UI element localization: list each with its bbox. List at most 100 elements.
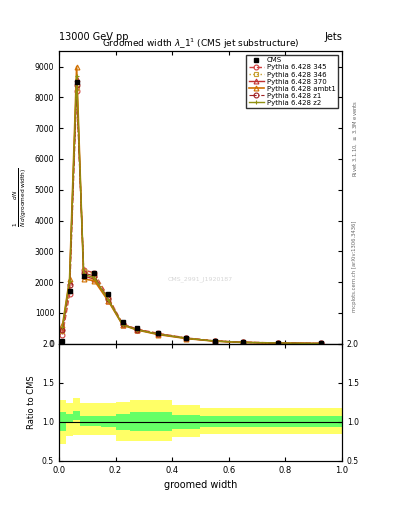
- Text: mcplots.cern.ch [arXiv:1306.3436]: mcplots.cern.ch [arXiv:1306.3436]: [352, 221, 357, 312]
- Pythia 6.428 z1: [60, 327, 65, 333]
- Pythia 6.428 z2: [241, 339, 245, 346]
- Pythia 6.428 346: [184, 335, 189, 341]
- CMS: [156, 330, 160, 336]
- Pythia 6.428 345: [212, 338, 217, 344]
- Pythia 6.428 370: [60, 325, 65, 331]
- Pythia 6.428 345: [120, 321, 125, 327]
- CMS: [134, 325, 139, 331]
- Pythia 6.428 345: [318, 340, 323, 347]
- Pythia 6.428 345: [92, 270, 97, 276]
- Pythia 6.428 ambt1: [212, 338, 217, 344]
- Line: Pythia 6.428 370: Pythia 6.428 370: [60, 76, 323, 346]
- Pythia 6.428 370: [81, 273, 86, 279]
- Pythia 6.428 z2: [156, 331, 160, 337]
- Pythia 6.428 z2: [212, 338, 217, 344]
- Pythia 6.428 z2: [134, 327, 139, 333]
- Pythia 6.428 z2: [81, 271, 86, 278]
- Pythia 6.428 z1: [92, 273, 97, 279]
- Pythia 6.428 346: [212, 338, 217, 344]
- Pythia 6.428 z1: [120, 322, 125, 328]
- Pythia 6.428 346: [156, 331, 160, 337]
- Title: Groomed width $\lambda\_1^1$ (CMS jet substructure): Groomed width $\lambda\_1^1$ (CMS jet su…: [102, 37, 299, 51]
- CMS: [67, 288, 72, 294]
- Pythia 6.428 z1: [67, 282, 72, 288]
- Line: Pythia 6.428 z1: Pythia 6.428 z1: [60, 82, 323, 346]
- Pythia 6.428 346: [134, 326, 139, 332]
- CMS: [276, 340, 281, 346]
- Pythia 6.428 370: [276, 340, 281, 346]
- CMS: [318, 340, 323, 347]
- Pythia 6.428 ambt1: [134, 327, 139, 333]
- Pythia 6.428 ambt1: [318, 340, 323, 347]
- Pythia 6.428 ambt1: [156, 331, 160, 337]
- Pythia 6.428 z1: [184, 335, 189, 342]
- Pythia 6.428 345: [276, 340, 281, 346]
- Pythia 6.428 z1: [318, 340, 323, 347]
- CMS: [241, 339, 245, 345]
- Pythia 6.428 ambt1: [184, 335, 189, 342]
- Text: CMS_2991_J1920187: CMS_2991_J1920187: [168, 276, 233, 282]
- Pythia 6.428 ambt1: [120, 322, 125, 328]
- Text: Jets: Jets: [324, 32, 342, 42]
- Pythia 6.428 345: [67, 291, 72, 297]
- Line: Pythia 6.428 346: Pythia 6.428 346: [60, 86, 323, 346]
- Text: Rivet 3.1.10, $\geq$ 3.3M events: Rivet 3.1.10, $\geq$ 3.3M events: [352, 100, 359, 177]
- Pythia 6.428 ambt1: [74, 63, 79, 70]
- Pythia 6.428 345: [81, 267, 86, 273]
- CMS: [106, 291, 111, 297]
- Pythia 6.428 345: [241, 339, 245, 345]
- Pythia 6.428 z1: [74, 82, 79, 88]
- Pythia 6.428 z2: [106, 297, 111, 303]
- Pythia 6.428 346: [318, 340, 323, 347]
- Pythia 6.428 346: [276, 340, 281, 346]
- Legend: CMS, Pythia 6.428 345, Pythia 6.428 346, Pythia 6.428 370, Pythia 6.428 ambt1, P: CMS, Pythia 6.428 345, Pythia 6.428 346,…: [246, 55, 338, 109]
- CMS: [81, 273, 86, 279]
- CMS: [60, 337, 65, 344]
- Pythia 6.428 z2: [184, 335, 189, 342]
- Pythia 6.428 346: [74, 85, 79, 91]
- Pythia 6.428 370: [120, 322, 125, 328]
- Pythia 6.428 ambt1: [276, 340, 281, 346]
- Pythia 6.428 370: [74, 76, 79, 82]
- Pythia 6.428 346: [60, 328, 65, 334]
- Pythia 6.428 346: [241, 339, 245, 346]
- Line: Pythia 6.428 345: Pythia 6.428 345: [60, 89, 323, 346]
- Pythia 6.428 z1: [241, 339, 245, 346]
- Pythia 6.428 345: [106, 294, 111, 301]
- Pythia 6.428 z1: [134, 327, 139, 333]
- Pythia 6.428 370: [184, 335, 189, 342]
- Pythia 6.428 346: [81, 268, 86, 274]
- CMS: [92, 270, 97, 276]
- Pythia 6.428 z1: [276, 340, 281, 346]
- Pythia 6.428 ambt1: [81, 276, 86, 282]
- Pythia 6.428 z2: [74, 73, 79, 79]
- Pythia 6.428 370: [92, 276, 97, 282]
- Pythia 6.428 z1: [106, 296, 111, 302]
- Pythia 6.428 345: [60, 331, 65, 337]
- Pythia 6.428 346: [120, 321, 125, 327]
- Line: Pythia 6.428 z2: Pythia 6.428 z2: [60, 73, 323, 346]
- Pythia 6.428 ambt1: [60, 322, 65, 328]
- Pythia 6.428 z1: [156, 331, 160, 337]
- Text: 13000 GeV pp: 13000 GeV pp: [59, 32, 129, 42]
- Pythia 6.428 370: [134, 327, 139, 333]
- Pythia 6.428 346: [106, 295, 111, 301]
- Pythia 6.428 z2: [67, 278, 72, 284]
- CMS: [120, 319, 125, 325]
- Pythia 6.428 345: [134, 326, 139, 332]
- Pythia 6.428 345: [156, 330, 160, 336]
- Pythia 6.428 345: [74, 88, 79, 94]
- CMS: [184, 334, 189, 340]
- Pythia 6.428 z1: [81, 270, 86, 276]
- Pythia 6.428 370: [241, 339, 245, 346]
- Pythia 6.428 z2: [276, 340, 281, 346]
- Pythia 6.428 z2: [120, 322, 125, 328]
- X-axis label: groomed width: groomed width: [164, 480, 237, 490]
- Pythia 6.428 346: [67, 288, 72, 294]
- Line: CMS: CMS: [60, 79, 323, 346]
- Line: Pythia 6.428 ambt1: Pythia 6.428 ambt1: [60, 64, 323, 346]
- Pythia 6.428 ambt1: [92, 278, 97, 284]
- Pythia 6.428 ambt1: [106, 298, 111, 304]
- Pythia 6.428 370: [106, 297, 111, 304]
- Y-axis label: Ratio to CMS: Ratio to CMS: [28, 375, 37, 429]
